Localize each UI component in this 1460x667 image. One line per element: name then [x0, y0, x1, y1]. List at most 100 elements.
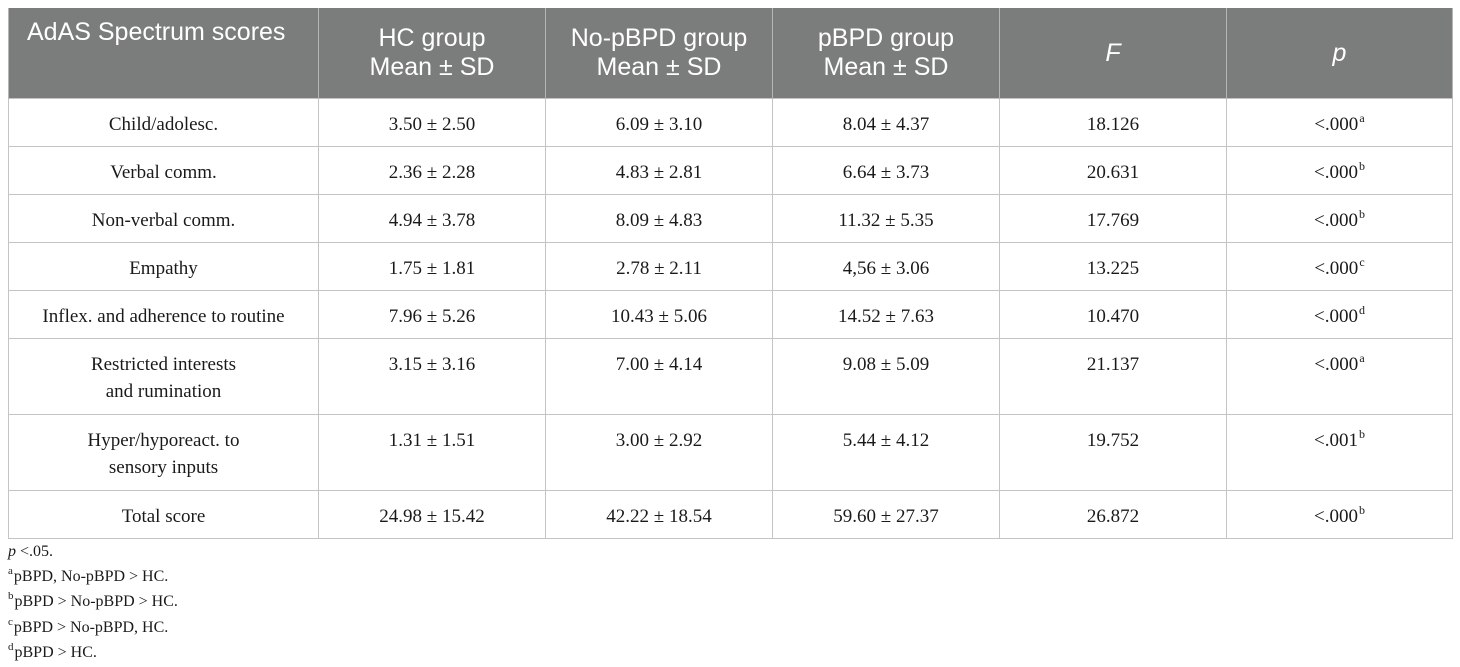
p-footnote-mark: b [1358, 427, 1365, 441]
header-f: F [999, 8, 1227, 99]
footnote-mark: b [8, 590, 14, 602]
row-label: Non-verbal comm. [8, 194, 319, 243]
significance-text: <.05. [16, 543, 54, 560]
header-line: Mean ± SD [369, 53, 495, 81]
row-label: Child/adolesc. [8, 98, 319, 147]
table-row: Total score 24.98 ± 15.42 42.22 ± 18.54 … [8, 490, 1453, 539]
footnote-mark: d [8, 641, 14, 653]
p-footnote-mark: a [1359, 351, 1365, 365]
hc-value: 24.98 ± 15.42 [318, 490, 546, 539]
table-row: Verbal comm. 2.36 ± 2.28 4.83 ± 2.81 6.6… [8, 146, 1453, 195]
header-p: p [1226, 8, 1453, 99]
f-value: 10.470 [999, 290, 1227, 339]
header-line: AdAS Spectrum scores [27, 18, 286, 46]
hc-value: 3.15 ± 3.16 [318, 338, 546, 415]
row-label-line: Child/adolesc. [108, 114, 219, 135]
p-value: <.000 [1314, 210, 1358, 231]
table-row: Empathy 1.75 ± 1.81 2.78 ± 2.11 4,56 ± 3… [8, 242, 1453, 291]
row-label: Hyper/hyporeact. to sensory inputs [8, 414, 319, 491]
no-pbpd-value: 8.09 ± 4.83 [545, 194, 773, 243]
header-line: Mean ± SD [823, 53, 949, 81]
p-value: <.001 [1314, 430, 1358, 451]
p-value: <.000 [1314, 506, 1358, 527]
footnote-text: pBPD, No-pBPD > HC. [13, 567, 169, 585]
row-label-line: and rumination [105, 381, 222, 402]
header-line: p [1332, 38, 1347, 67]
no-pbpd-value: 3.00 ± 2.92 [545, 414, 773, 491]
row-label-line: sensory inputs [108, 457, 219, 478]
footnote-text: pBPD > HC. [14, 644, 97, 661]
p-value: <.000 [1314, 258, 1359, 279]
hc-value: 1.75 ± 1.81 [318, 242, 546, 291]
header-line: pBPD group [817, 24, 955, 52]
p-footnote-mark: b [1358, 503, 1365, 517]
row-label-line: Empathy [129, 258, 198, 279]
header-line: No-pBPD group [570, 24, 748, 52]
p-value-cell: <.000c [1226, 242, 1453, 291]
p-value-cell: <.000b [1226, 146, 1453, 195]
f-value: 13.225 [999, 242, 1227, 291]
pbpd-value: 8.04 ± 4.37 [772, 98, 1000, 147]
p-footnote-mark: b [1358, 207, 1365, 221]
no-pbpd-value: 2.78 ± 2.11 [545, 242, 773, 291]
table-row: Restricted interests and rumination 3.15 … [8, 338, 1453, 415]
footnote: apBPD, No-pBPD > HC. [8, 565, 178, 591]
p-value: <.000 [1314, 306, 1358, 327]
row-label-line: Non-verbal comm. [91, 210, 236, 231]
f-value: 21.137 [999, 338, 1227, 415]
f-value: 17.769 [999, 194, 1227, 243]
p-value-cell: <.000b [1226, 194, 1453, 243]
adas-spectrum-table: AdAS Spectrum scores HC group Mean ± SD … [8, 8, 1453, 539]
hc-value: 3.50 ± 2.50 [318, 98, 546, 147]
row-label: Verbal comm. [8, 146, 319, 195]
pbpd-value: 11.32 ± 5.35 [772, 194, 1000, 243]
row-label: Total score [8, 490, 319, 539]
row-label-line: Restricted interests [90, 354, 237, 375]
p-value-cell: <.000b [1226, 490, 1453, 539]
p-footnote-mark: c [1359, 255, 1365, 269]
table-header-row: AdAS Spectrum scores HC group Mean ± SD … [8, 8, 1453, 99]
table-footnotes: p <.05. apBPD, No-pBPD > HC. bpBPD > No-… [8, 540, 178, 667]
p-footnote-mark: b [1358, 159, 1365, 173]
table-body: Child/adolesc. 3.50 ± 2.50 6.09 ± 3.10 8… [8, 98, 1453, 539]
footnote-text: pBPD > No-pBPD > HC. [14, 593, 178, 610]
hc-value: 2.36 ± 2.28 [318, 146, 546, 195]
row-label-line: Inflex. and adherence to routine [42, 306, 285, 327]
table-row: Non-verbal comm. 4.94 ± 3.78 8.09 ± 4.83… [8, 194, 1453, 243]
hc-value: 7.96 ± 5.26 [318, 290, 546, 339]
no-pbpd-value: 6.09 ± 3.10 [545, 98, 773, 147]
header-pbpd-group: pBPD group Mean ± SD [772, 8, 1000, 99]
row-label-line: Verbal comm. [110, 162, 217, 183]
pbpd-value: 6.64 ± 3.73 [772, 146, 1000, 195]
f-value: 19.752 [999, 414, 1227, 491]
p-value-cell: <.000d [1226, 290, 1453, 339]
header-line: HC group [378, 24, 486, 52]
header-scores: AdAS Spectrum scores [8, 8, 319, 99]
row-label: Restricted interests and rumination [8, 338, 319, 415]
f-value: 18.126 [999, 98, 1227, 147]
no-pbpd-value: 4.83 ± 2.81 [545, 146, 773, 195]
f-value: 26.872 [999, 490, 1227, 539]
pbpd-value: 59.60 ± 27.37 [772, 490, 1000, 539]
p-value-cell: <.000a [1226, 338, 1453, 415]
no-pbpd-value: 10.43 ± 5.06 [545, 290, 773, 339]
significance-note: p <.05. [8, 540, 178, 565]
row-label-line: Hyper/hyporeact. to [87, 430, 240, 451]
p-value-cell: <.000a [1226, 98, 1453, 147]
header-line: Mean ± SD [596, 53, 722, 81]
footnote-text: pBPD > No-pBPD, HC. [13, 618, 169, 636]
p-value: <.000 [1314, 114, 1359, 135]
row-label-line: Total score [121, 506, 206, 527]
table-row: Inflex. and adherence to routine 7.96 ± … [8, 290, 1453, 339]
pbpd-value: 5.44 ± 4.12 [772, 414, 1000, 491]
p-symbol: p [8, 543, 16, 560]
p-value: <.000 [1314, 162, 1358, 183]
results-table-container: AdAS Spectrum scores HC group Mean ± SD … [8, 8, 1453, 539]
row-label: Inflex. and adherence to routine [8, 290, 319, 339]
footnote-mark: a [8, 564, 13, 577]
header-line: F [1105, 38, 1121, 67]
footnote-mark: c [8, 615, 13, 628]
no-pbpd-value: 7.00 ± 4.14 [545, 338, 773, 415]
hc-value: 4.94 ± 3.78 [318, 194, 546, 243]
pbpd-value: 14.52 ± 7.63 [772, 290, 1000, 339]
